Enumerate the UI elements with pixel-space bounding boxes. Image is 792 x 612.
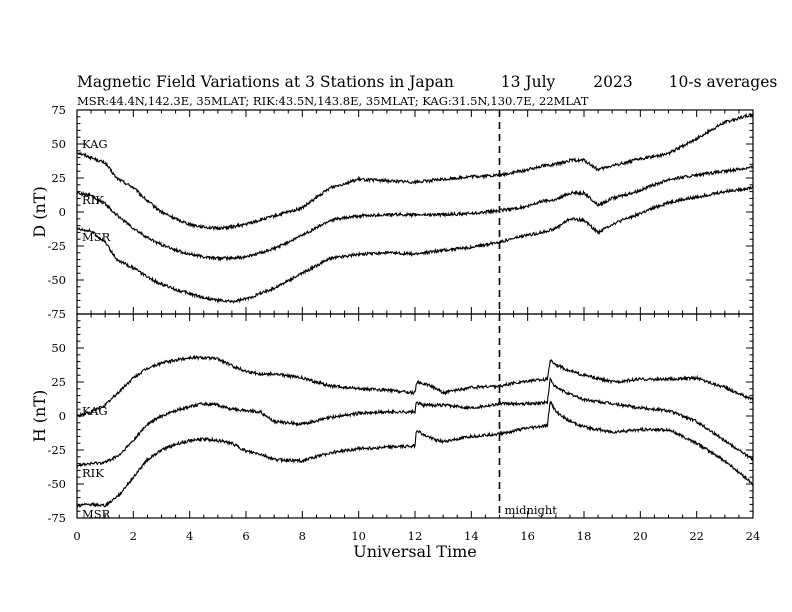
x-tick-label: 16 bbox=[520, 529, 535, 543]
title-text: Magnetic Field Variations at 3 Stations … bbox=[77, 73, 454, 91]
station-coordinates: MSR:44.4N,142.3E, 35MLAT; RIK:43.5N,143.… bbox=[77, 94, 589, 108]
y-tick-label: -50 bbox=[47, 273, 66, 287]
y-tick-label: 50 bbox=[51, 137, 66, 151]
x-tick-label: 2 bbox=[130, 529, 137, 543]
x-tick-label: 22 bbox=[689, 529, 704, 543]
y-tick-label: -25 bbox=[47, 239, 66, 253]
series-line-rik bbox=[76, 165, 754, 262]
y-axis-title: D (nT) bbox=[30, 186, 49, 237]
series-label-rik: RIK bbox=[82, 466, 104, 480]
series-line-rik bbox=[76, 376, 754, 468]
x-tick-label: 4 bbox=[186, 529, 193, 543]
series-line-msr bbox=[76, 400, 754, 509]
series-label-rik: RIK bbox=[82, 193, 104, 207]
series-label-kag: KAG bbox=[82, 404, 108, 418]
y-tick-label: -25 bbox=[47, 443, 66, 457]
panel-frame-2 bbox=[76, 313, 754, 519]
series-label-msr: MSR bbox=[82, 507, 111, 521]
y-tick-label: 25 bbox=[51, 171, 66, 185]
y-tick-label: -75 bbox=[47, 307, 66, 321]
chart-title: Magnetic Field Variations at 3 Stations … bbox=[77, 73, 777, 91]
x-tick-label: 6 bbox=[242, 529, 249, 543]
x-axis-title: Universal Time bbox=[353, 542, 476, 561]
y-tick-label: -75 bbox=[47, 511, 66, 525]
x-tick-label: 8 bbox=[299, 529, 306, 543]
y-tick-label: 50 bbox=[51, 341, 66, 355]
x-tick-label: 0 bbox=[73, 529, 80, 543]
title-year: 2023 bbox=[593, 73, 633, 91]
x-tick-label: 18 bbox=[577, 529, 592, 543]
midnight-label: midnight bbox=[505, 503, 558, 517]
series-line-kag bbox=[76, 354, 754, 418]
panel-frame-1 bbox=[76, 109, 754, 315]
y-axis-title: H (nT) bbox=[30, 390, 49, 443]
x-tick-label: 24 bbox=[746, 529, 761, 543]
y-tick-label: 75 bbox=[51, 103, 66, 117]
y-tick-label: -50 bbox=[47, 477, 66, 491]
x-tick-label: 20 bbox=[633, 529, 648, 543]
x-tick-label: 12 bbox=[408, 529, 423, 543]
y-tick-label: 0 bbox=[59, 409, 66, 423]
title-resolution: 10-s averages bbox=[668, 73, 778, 91]
y-tick-label: 0 bbox=[59, 205, 66, 219]
series-label-msr: MSR bbox=[82, 230, 111, 244]
series-label-kag: KAG bbox=[82, 137, 108, 151]
x-tick-label: 10 bbox=[351, 529, 366, 543]
x-tick-label: 14 bbox=[464, 529, 479, 543]
series-line-msr bbox=[76, 185, 754, 305]
y-tick-label: 25 bbox=[51, 375, 66, 389]
title-date: 13 July bbox=[500, 73, 556, 91]
series-line-kag bbox=[76, 112, 754, 232]
